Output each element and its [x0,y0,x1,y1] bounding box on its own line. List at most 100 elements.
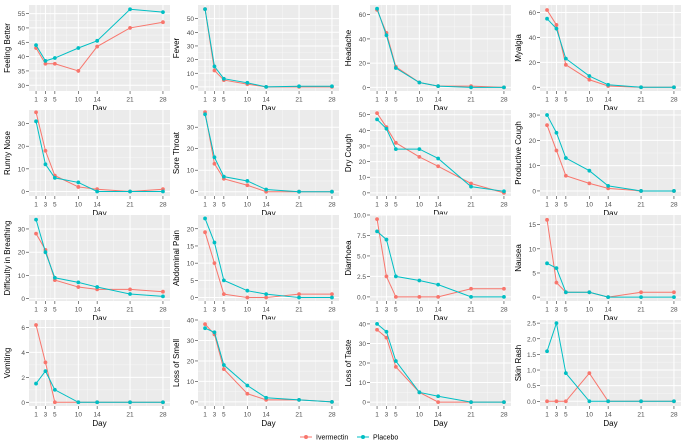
data-point [43,61,48,66]
data-point [245,183,250,188]
x-tick-label: 14 [605,202,613,209]
data-point [34,110,38,115]
data-point [161,189,165,194]
y-tick-label: 5 [532,270,536,277]
x-tick-label: 14 [94,97,102,104]
data-point [52,275,57,280]
x-tick-label: 3 [385,202,389,209]
data-point [212,240,217,245]
y-tick-label: 20 [18,250,26,257]
x-tick-label: 28 [670,307,678,314]
x-tick-label: 1 [34,202,38,209]
x-tick-label: 1 [203,307,207,314]
data-point [95,44,100,49]
data-point [417,278,422,283]
x-tick-label: 1 [545,202,549,209]
y-tick-label: 30 [359,341,367,348]
data-point [330,189,334,194]
data-point [384,33,389,38]
data-point [245,288,250,293]
data-point [436,282,441,287]
y-tick-label: 40 [529,35,537,42]
data-point [221,278,226,283]
panel-runny-nose: 0 10 20 30 1 3 5 10 14 21 28 Day Runny Nose [3,110,170,218]
data-point [469,184,473,189]
data-point [502,189,506,194]
y-tick-label: 20 [187,146,195,153]
x-axis-title: Day [261,314,275,323]
data-point [545,16,549,21]
y-tick-label: 5 [190,278,194,285]
panel-fever: 0 10 20 30 40 50 1 3 5 10 14 21 28 Day Fever [172,5,339,113]
series-placebo [34,7,165,63]
data-point [375,111,379,116]
data-point [563,56,568,61]
x-axis-title: Day [92,209,106,218]
data-point [672,290,676,295]
data-point [469,295,473,299]
data-point [52,56,57,60]
data-point [384,237,389,242]
data-point [34,323,38,327]
data-point [264,85,269,89]
panel-headache: 0 20 40 60 1 3 5 10 14 21 28 Day Headache [344,5,511,113]
y-axis-title: Myalgia [514,34,523,62]
x-tick-label: 3 [213,307,217,314]
data-point [212,64,217,69]
y-tick-label: 7.5 [357,233,366,240]
data-point [375,6,379,11]
x-tick-label: 1 [34,97,38,104]
x-tick-label: 28 [500,202,508,209]
data-point [436,84,441,89]
x-tick-label: 5 [222,202,226,209]
x-tick-label: 5 [564,307,568,314]
data-point [128,26,132,30]
data-point [563,371,568,376]
data-point [203,7,207,11]
legend-key-point [361,435,365,439]
x-axis-title: Day [433,419,447,428]
x-tick-label: 14 [435,412,443,419]
x-tick-label: 5 [394,412,398,419]
data-point [161,289,165,294]
x-tick-label: 14 [435,307,443,314]
data-point [639,85,643,90]
x-tick-label: 1 [375,202,379,209]
y-axis-title: Headache [344,29,353,66]
x-tick-label: 14 [605,412,613,419]
y-tick-label: 40 [18,54,26,61]
y-tick-label: 0 [21,400,25,407]
x-tick-label: 1 [34,412,38,419]
x-tick-label: 5 [222,412,226,419]
data-point [43,148,48,153]
data-point [128,7,132,12]
y-tick-label: 35 [18,68,26,75]
y-tick-label: 20 [187,57,195,64]
x-tick-label: 5 [222,307,226,314]
x-tick-label: 10 [416,307,424,314]
data-point [563,156,568,160]
y-axis-title: Diarrhoea [344,240,353,276]
data-point [128,400,132,405]
x-tick-label: 21 [467,97,475,104]
data-point [297,292,301,297]
data-point [554,266,559,271]
y-tick-label: 0.5 [527,383,536,390]
data-point [161,10,165,15]
x-axis-title: Day [603,104,617,113]
data-point [375,229,379,234]
x-tick-label: 28 [328,97,336,104]
data-point [469,181,473,186]
x-tick-label: 3 [44,307,48,314]
panel-loss-of-taste: 0 10 20 30 40 1 3 5 10 14 21 28 Day Loss of Taste [344,320,511,428]
x-tick-label: 1 [545,97,549,104]
x-tick-label: 5 [222,97,226,104]
y-tick-label: 40 [359,321,367,328]
data-point [384,335,389,340]
data-point [545,349,549,354]
data-point [384,274,389,279]
data-point [672,295,676,300]
x-tick-label: 21 [295,97,303,104]
y-axis-title: Loss of Smell [172,339,181,387]
data-point [436,156,441,161]
